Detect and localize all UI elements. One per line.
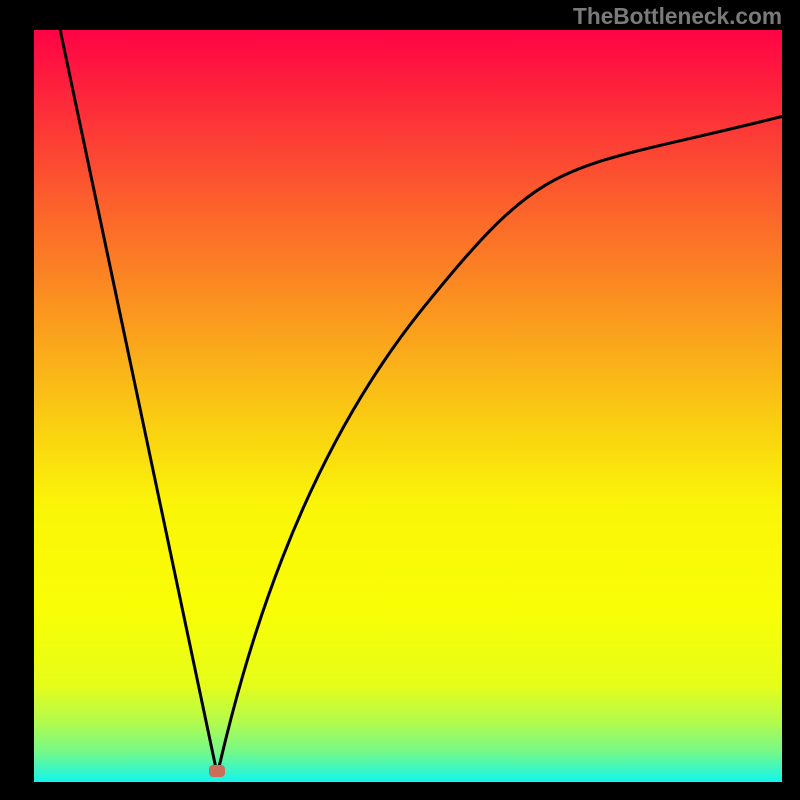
bottleneck-curve <box>34 30 782 782</box>
plot-area <box>34 30 782 782</box>
source-watermark: TheBottleneck.com <box>573 3 782 30</box>
chart-container: TheBottleneck.com <box>0 0 800 800</box>
optimum-marker <box>209 765 225 777</box>
